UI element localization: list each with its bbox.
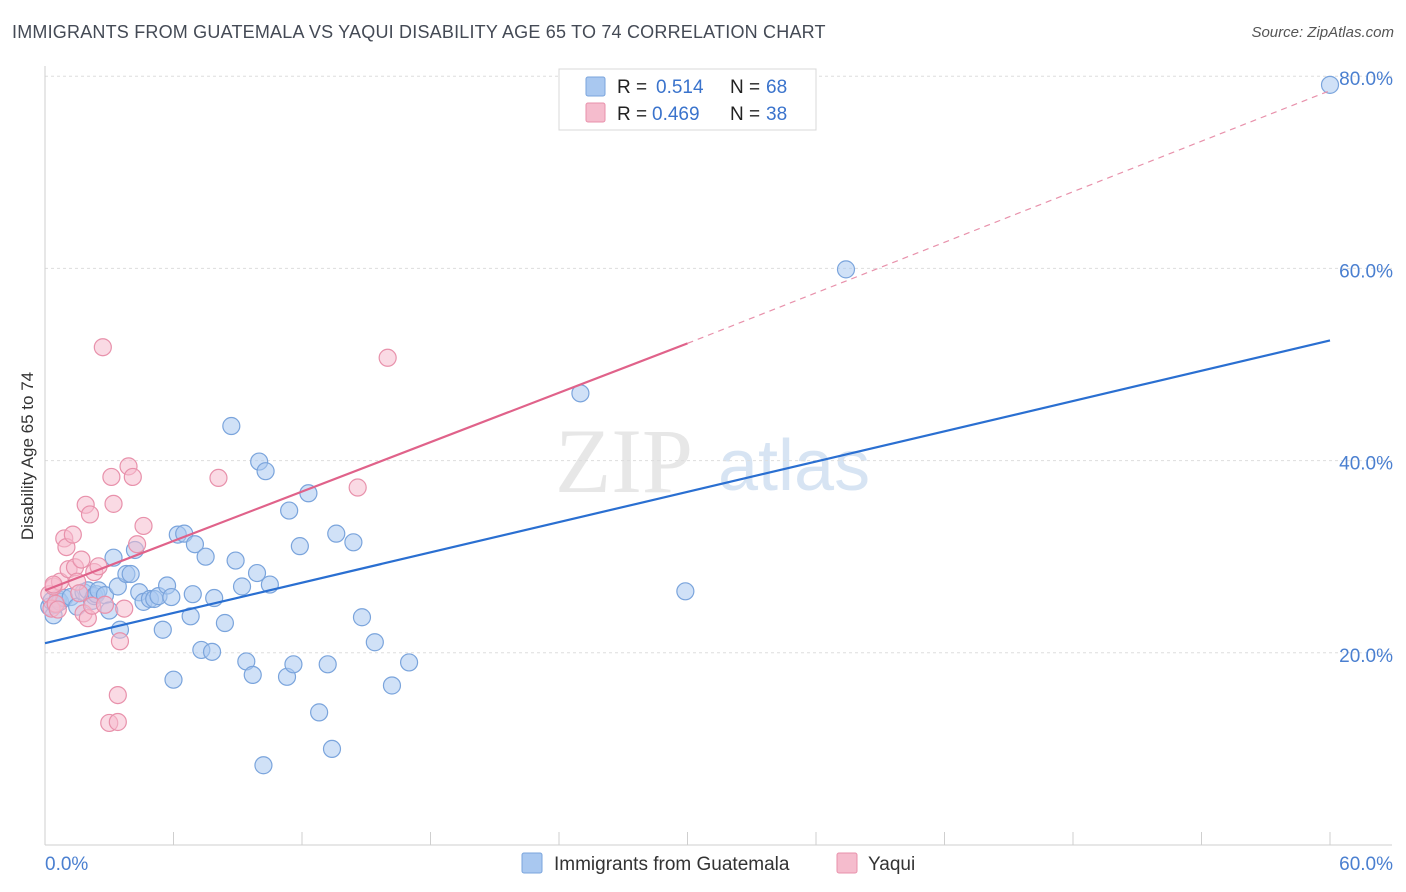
legend-n-label-2: N =	[730, 104, 760, 125]
legend-n-value-2: 38	[766, 104, 787, 125]
point-yaqui	[123, 467, 142, 487]
point-yaqui	[72, 550, 91, 569]
point-yaqui	[70, 584, 89, 603]
point-guatemala	[280, 501, 299, 520]
point-guatemala	[183, 585, 202, 604]
legend-r-value-2: 0.469	[652, 104, 700, 125]
legend-swatch-yaqui	[585, 102, 606, 123]
point-guatemala	[365, 633, 384, 652]
point-guatemala	[676, 582, 695, 601]
point-guatemala	[243, 665, 262, 685]
point-guatemala	[254, 756, 273, 775]
point-yaqui	[93, 338, 112, 357]
point-guatemala	[256, 462, 275, 481]
point-yaqui	[63, 525, 82, 544]
point-guatemala	[352, 608, 372, 627]
point-yaqui	[95, 595, 115, 614]
point-guatemala	[108, 577, 127, 596]
legend-r-value-1: 0.514	[656, 77, 704, 98]
point-guatemala	[290, 537, 309, 556]
trendline-yaqui-extension	[687, 90, 1331, 344]
legend-r-label-1: R =	[617, 77, 647, 98]
legend-n-value-1: 68	[766, 77, 787, 98]
point-yaqui	[134, 516, 153, 536]
point-guatemala	[164, 670, 183, 689]
point-yaqui	[104, 494, 123, 513]
point-guatemala	[185, 535, 205, 554]
bottom-legend-label-guatemala: Immigrants from Guatemala	[554, 854, 790, 875]
series-yaqui-points	[40, 338, 397, 733]
point-guatemala	[232, 577, 252, 596]
trend-lines	[44, 90, 1331, 645]
axes	[44, 66, 1392, 846]
y-tick-label-40: 40.0%	[1339, 454, 1393, 475]
tick-labels: 20.0% 40.0% 60.0% 80.0% 0.0% 60.0%	[45, 69, 1393, 875]
bottom-legend-swatch-guatemala	[521, 852, 543, 874]
source-credit: Source: ZipAtlas.com	[1251, 24, 1394, 41]
point-guatemala	[284, 655, 303, 674]
point-guatemala	[226, 551, 245, 570]
point-guatemala	[318, 655, 337, 674]
point-guatemala	[215, 613, 234, 633]
x-tick-label-end: 60.0%	[1339, 854, 1393, 875]
y-tick-label-60: 60.0%	[1339, 261, 1393, 282]
point-yaqui	[209, 468, 228, 488]
correlation-legend: R = 0.514 N = 68 R = 0.469 N = 38	[558, 68, 817, 131]
point-guatemala	[222, 416, 241, 436]
point-guatemala	[153, 620, 172, 639]
y-tick-label-80: 80.0%	[1339, 69, 1393, 90]
legend-swatch-guatemala	[585, 76, 606, 97]
point-guatemala	[202, 642, 222, 661]
y-tick-label-20: 20.0%	[1339, 646, 1393, 667]
point-yaqui	[127, 535, 147, 554]
point-guatemala	[382, 676, 402, 695]
point-yaqui	[108, 712, 127, 732]
point-guatemala	[836, 260, 856, 279]
bottom-legend-swatch-yaqui	[836, 852, 858, 874]
point-guatemala	[121, 564, 140, 584]
point-yaqui	[115, 599, 134, 618]
point-guatemala	[344, 533, 363, 552]
point-yaqui	[48, 600, 67, 619]
point-guatemala	[247, 563, 267, 583]
y-axis-label: Disability Age 65 to 74	[18, 372, 37, 540]
legend-n-label-1: N =	[730, 77, 760, 98]
point-guatemala	[196, 547, 215, 566]
point-guatemala	[1320, 75, 1340, 94]
point-yaqui	[110, 632, 130, 651]
point-yaqui	[378, 348, 397, 367]
series-legend: Immigrants from Guatemala Yaqui	[521, 852, 915, 875]
legend-r-label-2: R =	[617, 104, 647, 125]
point-guatemala	[327, 524, 346, 543]
point-yaqui	[348, 478, 367, 497]
trendline-guatemala	[44, 339, 1331, 645]
point-guatemala	[322, 739, 342, 759]
point-yaqui	[102, 467, 121, 487]
x-tick-label-start: 0.0%	[45, 854, 88, 875]
chart-title: IMMIGRANTS FROM GUATEMALA VS YAQUI DISAB…	[12, 22, 826, 42]
gridlines	[45, 75, 1392, 654]
point-yaqui	[108, 685, 127, 705]
point-guatemala	[310, 703, 329, 722]
trendline-yaqui	[44, 342, 688, 592]
bottom-legend-label-yaqui: Yaqui	[868, 854, 915, 875]
point-guatemala	[162, 587, 181, 607]
point-yaqui	[80, 505, 100, 524]
point-guatemala	[399, 653, 419, 672]
